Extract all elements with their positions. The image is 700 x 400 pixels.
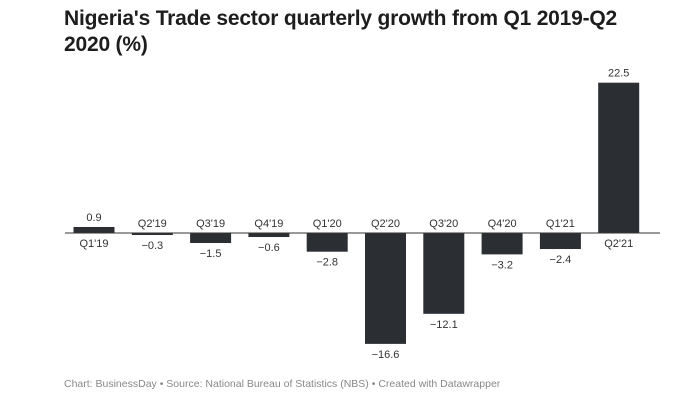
bar-5 bbox=[365, 233, 406, 344]
chart-footer: Chart: BusinessDay • Source: National Bu… bbox=[64, 378, 501, 390]
category-label-0: Q1'19 bbox=[79, 238, 108, 250]
chart-title: Nigeria's Trade sector quarterly growth … bbox=[64, 7, 618, 56]
category-label-2: Q3'19 bbox=[196, 218, 225, 230]
value-label-1: −0.3 bbox=[141, 240, 163, 252]
bar-4 bbox=[306, 233, 348, 252]
category-label-1: Q2'19 bbox=[138, 218, 167, 230]
value-label-3: −0.6 bbox=[258, 242, 280, 254]
category-label-4: Q1'20 bbox=[313, 218, 342, 230]
value-label-6: −12.1 bbox=[430, 319, 458, 331]
bar-6 bbox=[423, 233, 465, 314]
value-label-5: −16.6 bbox=[372, 349, 400, 361]
bar-7 bbox=[481, 233, 523, 255]
value-label-8: −2.4 bbox=[550, 254, 572, 266]
category-label-7: Q4'20 bbox=[488, 218, 517, 230]
bar-0 bbox=[73, 226, 115, 233]
category-label-5: Q2'20 bbox=[371, 218, 400, 230]
value-label-4: −2.8 bbox=[316, 257, 338, 269]
value-label-9: 22.5 bbox=[608, 68, 629, 80]
bar-8 bbox=[539, 233, 581, 250]
category-label-6: Q3'20 bbox=[429, 218, 458, 230]
category-label-9: Q2'21 bbox=[604, 238, 633, 250]
category-label-3: Q4'19 bbox=[254, 218, 283, 230]
value-label-2: −1.5 bbox=[200, 248, 222, 260]
value-label-0: 0.9 bbox=[86, 212, 101, 224]
bar-9 bbox=[598, 82, 640, 233]
bar-2 bbox=[190, 233, 232, 244]
bar-3 bbox=[248, 233, 290, 238]
bar-1 bbox=[131, 233, 173, 236]
category-label-8: Q1'21 bbox=[546, 218, 575, 230]
value-label-7: −3.2 bbox=[491, 259, 513, 271]
